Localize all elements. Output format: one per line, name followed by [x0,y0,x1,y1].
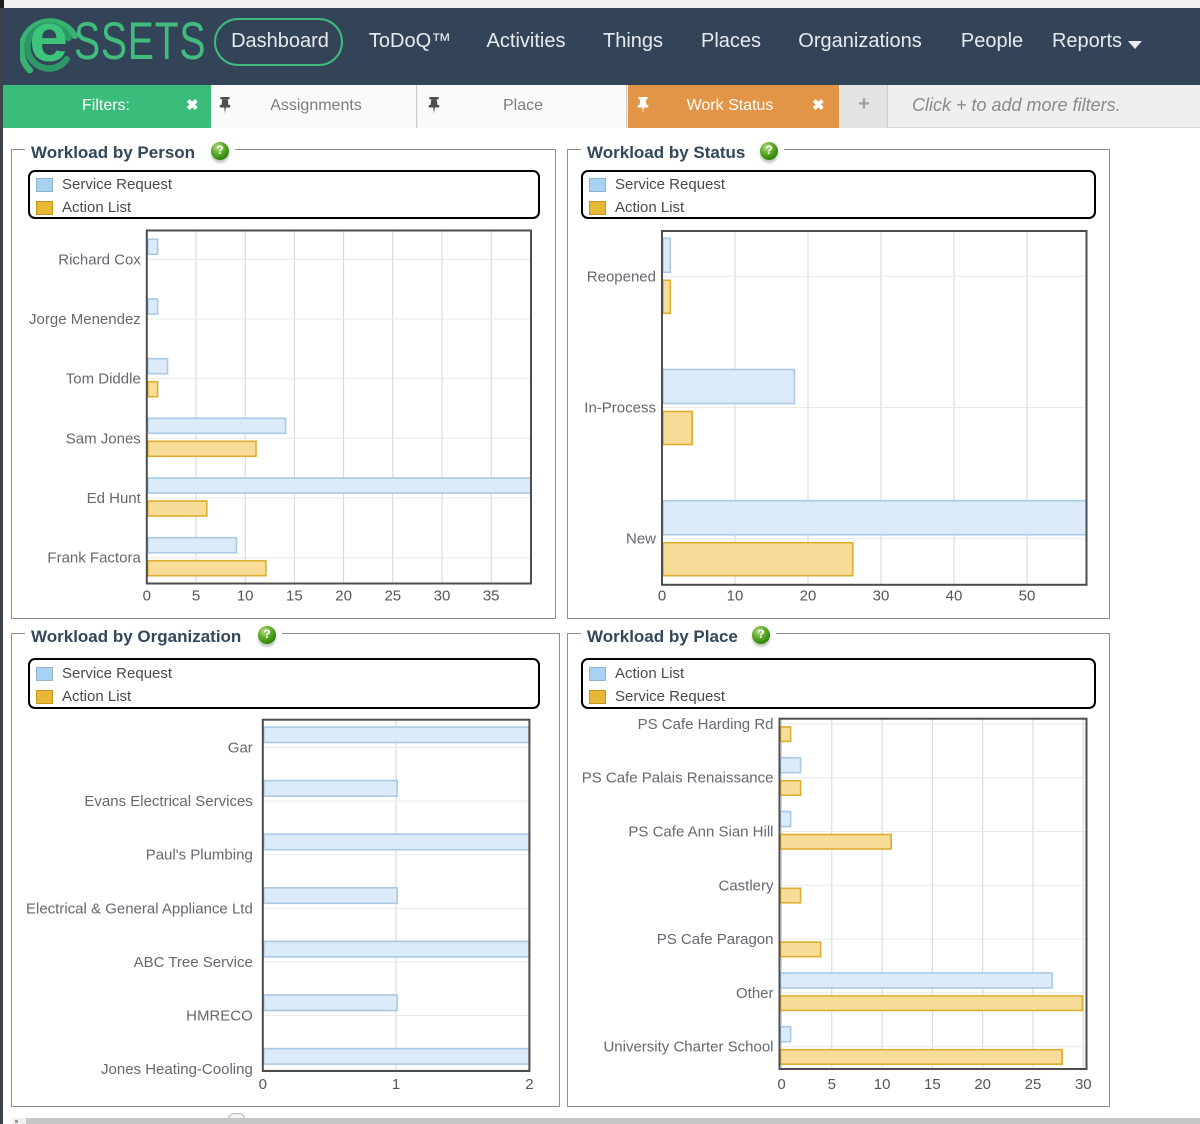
svg-text:Sam Jones: Sam Jones [66,430,141,447]
svg-text:Richard Cox: Richard Cox [58,251,141,268]
svg-text:University Charter School: University Charter School [603,1039,773,1056]
svg-text:e: e [29,18,68,76]
svg-text:25: 25 [1025,1076,1042,1093]
svg-text:PS Cafe Harding Rd: PS Cafe Harding Rd [638,716,774,733]
svg-text:PS Cafe Palais Renaissance: PS Cafe Palais Renaissance [582,770,774,787]
svg-text:Frank Factora: Frank Factora [47,550,141,567]
svg-text:Paul's Plumbing: Paul's Plumbing [146,847,253,864]
svg-text:Evans Electrical Services: Evans Electrical Services [84,793,252,810]
svg-text:35: 35 [483,588,500,605]
svg-text:Jones Heating-Cooling: Jones Heating-Cooling [101,1061,253,1078]
svg-text:HMRECO: HMRECO [186,1008,253,1025]
svg-text:Other: Other [736,985,774,1002]
svg-text:PS Cafe Paragon: PS Cafe Paragon [657,931,774,948]
svg-text:20: 20 [800,588,817,605]
svg-text:30: 30 [434,588,451,605]
svg-text:In-Process: In-Process [584,400,656,417]
svg-text:Ed Hunt: Ed Hunt [87,490,142,507]
svg-text:30: 30 [873,588,890,605]
svg-text:ABC Tree Service: ABC Tree Service [134,954,253,971]
svg-text:5: 5 [192,588,200,605]
svg-text:0: 0 [658,588,666,605]
svg-text:10: 10 [874,1076,891,1093]
svg-text:PS Cafe Ann Sian Hill: PS Cafe Ann Sian Hill [628,824,773,841]
svg-text:0: 0 [777,1076,785,1093]
svg-text:50: 50 [1019,588,1036,605]
svg-text:Gar: Gar [228,740,253,757]
svg-text:30: 30 [1075,1076,1092,1093]
svg-text:Tom Diddle: Tom Diddle [66,371,141,388]
svg-text:Jorge Menendez: Jorge Menendez [29,311,141,328]
svg-text:15: 15 [286,588,303,605]
svg-text:Castlery: Castlery [718,877,774,894]
svg-text:New: New [626,531,656,548]
svg-text:10: 10 [237,588,254,605]
svg-text:1: 1 [392,1076,400,1093]
svg-text:20: 20 [335,588,352,605]
svg-text:0: 0 [259,1076,267,1093]
svg-text:40: 40 [946,588,963,605]
svg-text:5: 5 [828,1076,836,1093]
svg-text:Reopened: Reopened [587,268,656,285]
svg-text:0: 0 [143,588,151,605]
svg-text:10: 10 [727,588,744,605]
svg-text:2: 2 [525,1076,533,1093]
svg-text:25: 25 [384,588,401,605]
svg-text:Electrical & General Appliance: Electrical & General Appliance Ltd [26,900,253,917]
svg-text:15: 15 [924,1076,941,1093]
svg-text:20: 20 [974,1076,991,1093]
